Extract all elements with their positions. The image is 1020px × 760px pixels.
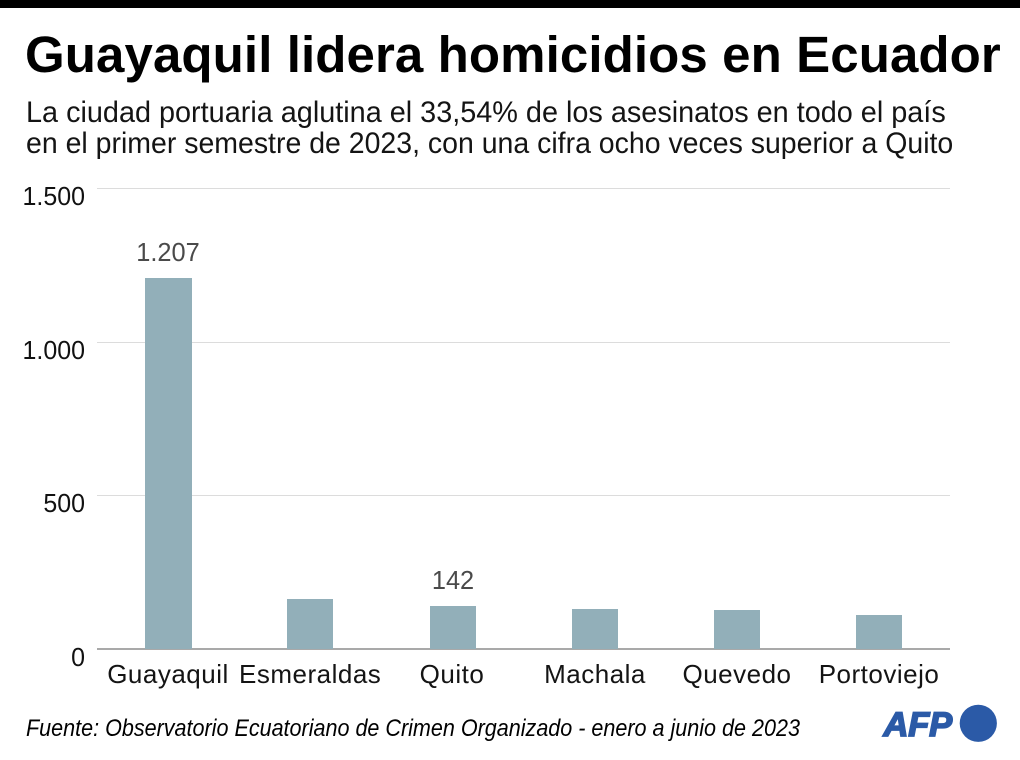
svg-text:AFP: AFP: [883, 706, 954, 744]
